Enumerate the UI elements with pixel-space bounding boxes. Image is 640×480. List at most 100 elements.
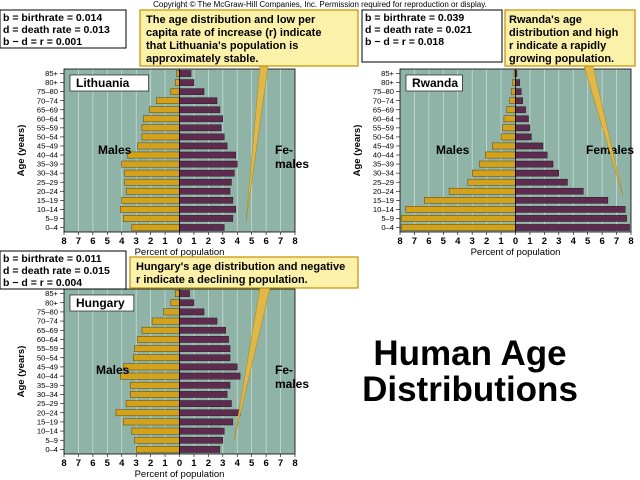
hungary-females-label: males xyxy=(275,377,309,391)
lithuania-female-bar xyxy=(179,142,228,150)
rwanda-female-bar xyxy=(515,79,521,86)
lithuania-x-axis-title: Percent of population xyxy=(135,247,225,258)
lithuania-female-bar xyxy=(179,169,235,177)
hungary-female-bar xyxy=(179,446,221,453)
lithuania-pyramid: 0–45–910–1415–1920–2425–2930–3435–3940–4… xyxy=(0,9,359,258)
rwanda-note-line: growing population. xyxy=(509,53,614,65)
hungary-female-bar xyxy=(179,427,225,435)
lithuania-female-bar xyxy=(179,151,237,159)
hungary-female-bar xyxy=(179,372,241,380)
rwanda-x-tick-label: 3 xyxy=(556,236,561,247)
rwanda-female-bar xyxy=(515,187,584,195)
lithuania-female-bar xyxy=(179,160,238,168)
hungary-female-bar xyxy=(179,308,205,316)
lithuania-males-label: Males xyxy=(98,143,132,157)
rwanda-male-bar xyxy=(424,197,516,204)
rwanda-female-bar xyxy=(515,115,529,123)
lithuania-male-bar xyxy=(156,97,180,104)
rwanda-x-tick-label: 8 xyxy=(397,236,402,247)
hungary-age-tick: 20–24 xyxy=(37,408,58,417)
rwanda-note-line: Rwanda's age xyxy=(509,14,582,26)
rwanda-female-bar xyxy=(515,215,627,222)
rwanda-female-bar xyxy=(515,106,526,114)
rwanda-age-tick: 25–29 xyxy=(373,178,394,187)
rwanda-female-bar xyxy=(515,178,568,186)
lithuania-females-label: males xyxy=(275,157,309,171)
rwanda-note-line: distribution and high xyxy=(509,27,619,39)
rwanda-male-bar xyxy=(401,215,516,222)
rwanda-female-bar xyxy=(515,97,523,104)
rwanda-male-bar xyxy=(512,79,516,86)
hungary-male-bar xyxy=(131,427,180,435)
lithuania-male-bar xyxy=(148,106,180,114)
lithuania-country-label-box xyxy=(69,74,149,92)
lithuania-stats-box xyxy=(0,9,127,49)
rwanda-male-bar xyxy=(467,178,516,186)
rwanda-male-bar xyxy=(405,206,516,213)
hungary-x-tick-label: 1 xyxy=(162,458,168,469)
hungary-male-bar xyxy=(115,409,180,417)
lithuania-male-bar xyxy=(121,160,180,168)
lithuania-male-bar xyxy=(124,178,180,186)
hungary-female-bar xyxy=(179,381,231,389)
rwanda-age-tick: 15–19 xyxy=(373,196,394,205)
rwanda-male-bar xyxy=(479,160,516,168)
hungary-x-tick-label: 3 xyxy=(220,458,225,469)
hungary-female-bar xyxy=(179,317,218,325)
rwanda-age-tick: 35–39 xyxy=(373,160,394,169)
rwanda-x-tick-label: 2 xyxy=(542,236,547,247)
hungary-female-bar xyxy=(179,290,190,297)
lithuania-stats-line: d = death rate = 0.013 xyxy=(3,24,110,36)
rwanda-age-tick: 20–24 xyxy=(373,187,394,196)
lithuania-note-line: The age distribution and low per xyxy=(146,14,316,26)
lithuania-age-tick: 55–59 xyxy=(37,123,58,132)
hungary-female-bar xyxy=(179,400,232,407)
hungary-age-tick: 70–74 xyxy=(37,317,58,326)
hungary-male-bar xyxy=(134,436,180,444)
lithuania-x-tick-label: 7 xyxy=(278,236,283,247)
lithuania-male-bar xyxy=(122,215,180,222)
hungary-y-axis-title: Age (years) xyxy=(16,346,27,398)
rwanda-x-tick-label: 7 xyxy=(412,236,417,247)
rwanda-male-bar xyxy=(484,151,516,159)
hungary-country-label: Hungary xyxy=(76,296,125,310)
lithuania-male-bar xyxy=(120,206,180,213)
hungary-x-tick-label: 7 xyxy=(76,458,81,469)
hungary-x-tick-label: 1 xyxy=(191,458,197,469)
hungary-note-text: Hungary's age distribution and negative r… xyxy=(136,261,345,286)
rwanda-note-line: r indicate a rapidly xyxy=(509,40,607,52)
rwanda-female-bar xyxy=(515,142,544,150)
hungary-x-axis-title: Percent of population xyxy=(135,469,225,480)
rwanda-age-tick: 5–9 xyxy=(381,214,394,223)
lithuania-female-bar xyxy=(179,124,222,132)
hungary-age-tick: 25–29 xyxy=(37,399,58,408)
rwanda-male-bar xyxy=(510,88,516,95)
lithuania-note-text: The age distribution and low per capita r… xyxy=(146,14,321,65)
lithuania-male-bar xyxy=(141,124,180,132)
lithuania-x-tick-label: 7 xyxy=(76,236,81,247)
hungary-female-bar xyxy=(179,326,226,334)
page-title-line-1: Human Age xyxy=(373,334,567,373)
hungary-x-tick-label: 6 xyxy=(90,458,95,469)
lithuania-female-bar xyxy=(179,224,225,231)
hungary-x-tick-label: 3 xyxy=(134,458,139,469)
lithuania-country-label: Lithuania xyxy=(76,76,130,90)
hungary-age-tick: 30–34 xyxy=(37,390,58,399)
hungary-female-bar xyxy=(179,363,238,371)
hungary-male-bar xyxy=(122,363,180,371)
hungary-country-label-box xyxy=(69,294,135,312)
hungary-females-label: Fe- xyxy=(275,363,293,377)
hungary-x-tick-label: 5 xyxy=(105,458,111,469)
rwanda-males-label: Males xyxy=(436,143,470,157)
lithuania-age-tick: 10–14 xyxy=(37,205,58,214)
lithuania-age-tick: 50–54 xyxy=(37,133,58,142)
hungary-x-tick-label: 4 xyxy=(235,458,241,469)
lithuania-age-tick: 45–49 xyxy=(37,142,58,151)
rwanda-x-tick-label: 4 xyxy=(571,236,577,247)
hungary-female-bar xyxy=(179,391,228,398)
lithuania-x-tick-label: 6 xyxy=(90,236,95,247)
hungary-x-tick-label: 8 xyxy=(61,458,66,469)
hungary-age-tick: 80+ xyxy=(45,298,58,307)
rwanda-pyramid: 0–45–910–1415–1920–2425–2930–3435–3940–4… xyxy=(352,9,636,258)
hungary-x-tick-label: 0 xyxy=(177,458,182,469)
